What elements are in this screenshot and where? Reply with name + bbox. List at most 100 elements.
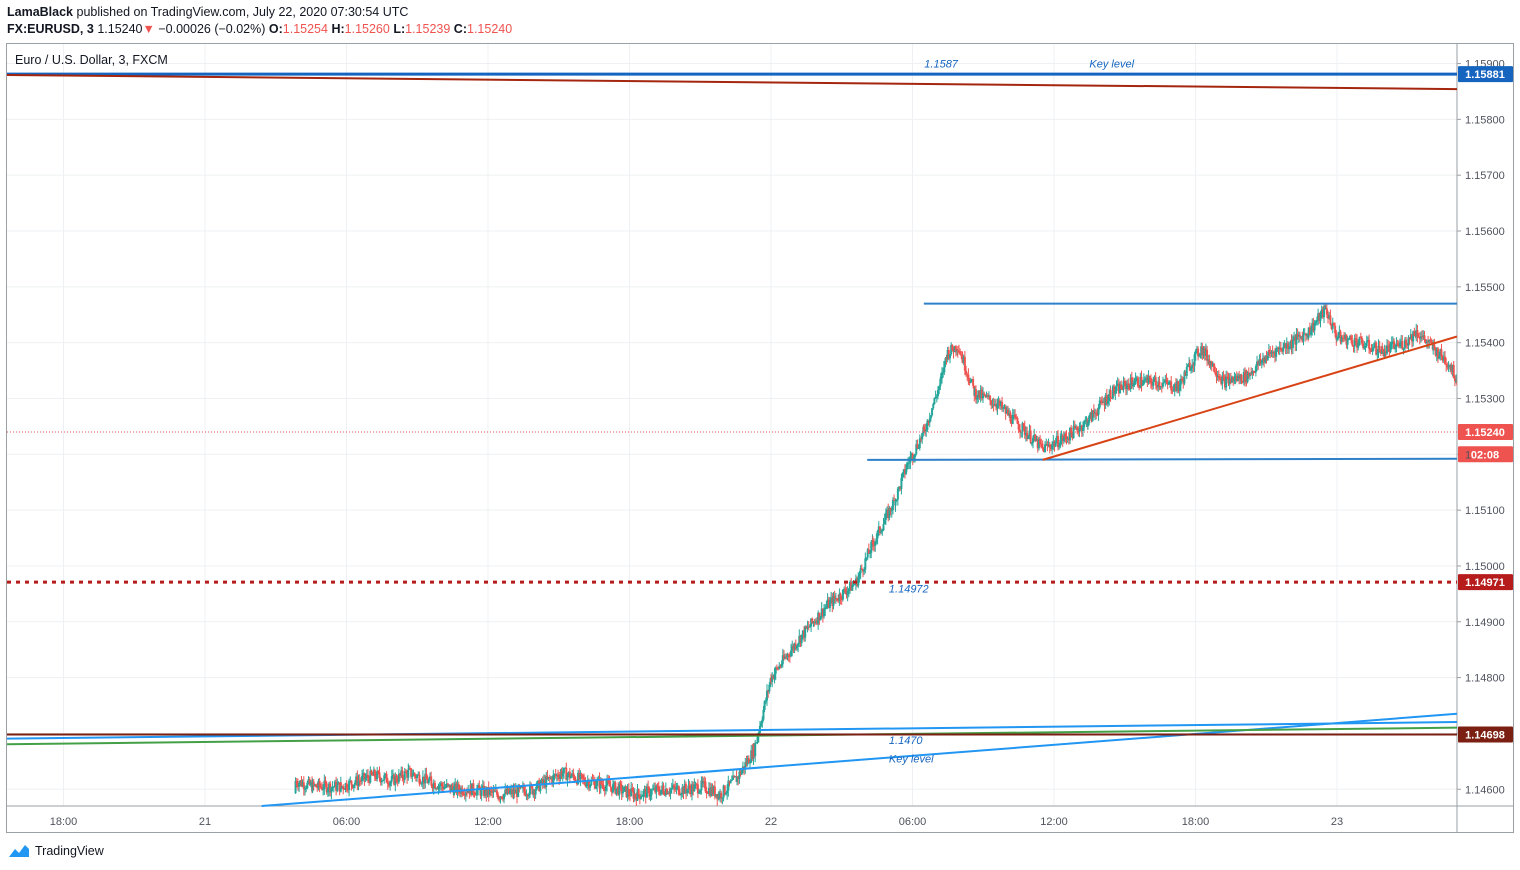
candle-body: [506, 788, 509, 794]
candle-body: [812, 621, 815, 623]
blue-flat-line[interactable]: [6, 721, 1458, 740]
candle-body: [1261, 357, 1264, 361]
candle-body: [1244, 371, 1247, 382]
candle-body: [1313, 323, 1316, 331]
candle-body: [791, 645, 794, 651]
candle-body: [921, 433, 924, 440]
candle-body: [1446, 365, 1449, 368]
candle-body: [495, 790, 498, 795]
candle-body: [1039, 439, 1042, 444]
candle-body: [933, 397, 936, 405]
candle-body: [878, 526, 881, 533]
candle-body: [1033, 434, 1036, 438]
time-tick-label: 18:00: [1182, 816, 1210, 828]
red-trend-top-line[interactable]: [6, 73, 1458, 91]
candle-body: [1328, 315, 1331, 319]
candle-body: [790, 650, 793, 657]
candle-body: [837, 600, 840, 602]
candle-body: [1005, 409, 1008, 414]
candle-body: [1072, 425, 1075, 439]
candle-body: [841, 589, 844, 600]
price-label-badge: [1458, 574, 1513, 591]
rising-wedge-line[interactable]: [1042, 335, 1458, 461]
candle-body: [989, 395, 992, 401]
candle-body: [991, 404, 994, 406]
candle-body: [1362, 343, 1365, 349]
candle-body: [781, 655, 784, 665]
candle-body: [448, 784, 451, 786]
candle-body: [801, 630, 804, 635]
candle-body: [693, 784, 696, 792]
candle-body: [1074, 427, 1077, 429]
candle-body: [1169, 381, 1172, 383]
candle-body: [1356, 340, 1359, 348]
candle-body: [1393, 341, 1396, 349]
blue-rising-line[interactable]: [261, 712, 1458, 807]
candle-body: [728, 780, 731, 784]
candle-body: [671, 785, 674, 789]
candle-body: [1297, 335, 1300, 337]
green-line-line[interactable]: [6, 726, 1458, 746]
candle-body: [436, 788, 439, 790]
candle-body: [881, 530, 884, 532]
candle-body: [1182, 380, 1185, 384]
tradingview-footer[interactable]: TradingView: [8, 843, 104, 859]
candle-body: [1360, 338, 1363, 344]
candle-body: [1506, 371, 1508, 372]
candle-body: [729, 780, 732, 784]
candle-body: [323, 780, 326, 790]
candle-body: [745, 762, 748, 765]
candle-body: [593, 780, 596, 789]
candle-body: [353, 782, 356, 785]
candle-body: [938, 386, 941, 391]
candle-body: [891, 500, 894, 511]
candle-body: [368, 778, 371, 783]
candle-body: [1310, 330, 1313, 335]
candle-body: [420, 783, 423, 785]
candle-body: [1193, 354, 1196, 366]
candle-body: [765, 690, 768, 701]
candle-body: [601, 784, 604, 786]
candle-body: [562, 768, 565, 774]
candle-body: [1366, 339, 1369, 342]
candle-body: [1378, 345, 1381, 352]
candle-body: [965, 370, 968, 375]
range-bottom-line[interactable]: [867, 457, 1458, 461]
candle-body: [442, 786, 445, 790]
candle-body: [357, 780, 360, 786]
candle-body: [578, 772, 581, 780]
candle-body: [1417, 336, 1420, 338]
candle-body: [919, 438, 922, 440]
candle-body: [1036, 438, 1039, 449]
candle-body: [525, 794, 528, 796]
candle-body: [922, 426, 925, 430]
price-label-text: 1.15881: [1465, 69, 1505, 81]
candle-body: [1408, 337, 1411, 340]
candle-body: [1265, 356, 1268, 361]
candle-body: [1315, 320, 1318, 322]
candle-body: [430, 776, 433, 781]
candle-body: [840, 599, 843, 601]
candle-body: [1285, 343, 1288, 348]
candle-body: [1300, 336, 1303, 338]
candle-body: [555, 774, 558, 776]
candle-body: [325, 783, 328, 793]
candle-body: [948, 354, 951, 359]
candle-body: [407, 769, 410, 778]
candle-body: [615, 788, 618, 794]
candle-body: [1368, 339, 1371, 349]
annotation-label: Key level: [1089, 59, 1134, 71]
candle-body: [421, 776, 424, 784]
candle-body: [1241, 381, 1244, 383]
candles-group: [294, 303, 1508, 806]
price-tick-label: 1.15600: [1465, 226, 1505, 238]
author-name[interactable]: LamaBlack: [7, 5, 74, 19]
candle-body: [1438, 356, 1441, 359]
candle-body: [404, 771, 407, 773]
candle-body: [1323, 306, 1326, 318]
brand-name: TradingView: [35, 844, 104, 858]
candle-body: [1041, 447, 1044, 449]
candle-body: [1329, 315, 1332, 325]
candle-body: [846, 591, 849, 595]
